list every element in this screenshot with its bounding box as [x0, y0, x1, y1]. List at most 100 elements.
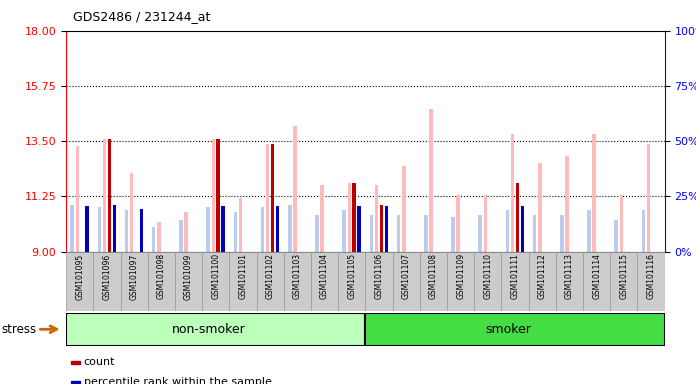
Bar	[239, 197, 242, 252]
Bar	[175, 252, 202, 311]
Bar	[393, 252, 420, 311]
Text: GSM101110: GSM101110	[483, 253, 492, 299]
Text: GSM101099: GSM101099	[184, 253, 193, 300]
Bar	[320, 185, 324, 252]
Text: non-smoker: non-smoker	[172, 323, 246, 336]
Bar	[70, 205, 74, 252]
Bar	[610, 252, 638, 311]
Text: GSM101108: GSM101108	[429, 253, 438, 299]
Text: GSM101095: GSM101095	[75, 253, 84, 300]
Bar	[288, 205, 292, 252]
Bar	[152, 227, 155, 252]
Text: GSM101111: GSM101111	[511, 253, 519, 299]
Bar	[457, 195, 460, 252]
Text: count: count	[84, 358, 115, 367]
Text: GSM101116: GSM101116	[647, 253, 656, 299]
Bar	[592, 134, 596, 252]
Bar	[202, 252, 230, 311]
Bar	[365, 252, 393, 311]
Bar	[484, 195, 487, 252]
Bar	[120, 252, 148, 311]
Bar	[424, 215, 427, 252]
Bar	[71, 361, 80, 364]
Bar	[184, 212, 188, 252]
Bar	[565, 156, 569, 252]
Text: GSM101096: GSM101096	[102, 253, 111, 300]
Bar	[148, 252, 175, 311]
Text: GSM101098: GSM101098	[157, 253, 166, 300]
Bar	[93, 252, 120, 311]
Bar	[66, 313, 365, 346]
Bar	[140, 209, 143, 252]
Bar	[638, 252, 665, 311]
Bar	[261, 207, 264, 252]
Bar	[647, 144, 650, 252]
Text: GSM101109: GSM101109	[456, 253, 465, 300]
Bar	[342, 210, 346, 252]
Bar	[266, 144, 269, 252]
Bar	[352, 183, 356, 252]
Bar	[516, 183, 519, 252]
Bar	[501, 252, 529, 311]
Bar	[429, 109, 433, 252]
Bar	[474, 252, 501, 311]
Bar	[212, 139, 215, 252]
Bar	[420, 252, 447, 311]
Text: GSM101114: GSM101114	[592, 253, 601, 299]
Bar	[374, 185, 379, 252]
Bar	[179, 220, 183, 252]
Text: GSM101112: GSM101112	[538, 253, 547, 299]
Bar	[130, 173, 134, 252]
Bar	[521, 206, 524, 252]
Text: GSM101102: GSM101102	[266, 253, 275, 299]
Text: GSM101105: GSM101105	[347, 253, 356, 300]
Bar	[257, 252, 284, 311]
Bar	[271, 144, 274, 252]
Bar	[97, 207, 101, 252]
Bar	[529, 252, 556, 311]
Bar	[86, 206, 89, 252]
Bar	[216, 139, 220, 252]
Bar	[311, 252, 338, 311]
Bar	[615, 220, 618, 252]
Bar	[207, 207, 210, 252]
Text: GSM101100: GSM101100	[212, 253, 220, 300]
Text: GDS2486 / 231244_at: GDS2486 / 231244_at	[73, 10, 210, 23]
Text: GSM101104: GSM101104	[320, 253, 329, 300]
Bar	[75, 146, 79, 252]
Bar	[347, 183, 351, 252]
Text: GSM101115: GSM101115	[619, 253, 628, 299]
Bar	[125, 210, 128, 252]
Bar	[560, 215, 564, 252]
Bar	[315, 215, 319, 252]
Bar	[556, 252, 583, 311]
Bar	[108, 139, 111, 252]
Text: GSM101106: GSM101106	[374, 253, 383, 300]
Bar	[447, 252, 474, 311]
Bar	[642, 210, 645, 252]
Text: smoker: smoker	[485, 323, 531, 336]
Bar	[506, 210, 509, 252]
Bar	[587, 210, 591, 252]
Bar	[402, 166, 406, 252]
Bar	[71, 381, 80, 383]
Bar	[538, 163, 541, 252]
Bar	[276, 206, 279, 252]
Bar	[583, 252, 610, 311]
Bar	[511, 134, 514, 252]
Bar	[478, 215, 482, 252]
Bar	[293, 126, 296, 252]
Bar	[619, 195, 623, 252]
Text: GSM101107: GSM101107	[402, 253, 411, 300]
Bar	[365, 313, 665, 346]
Bar	[385, 206, 388, 252]
Bar	[103, 139, 106, 252]
Bar	[380, 205, 383, 252]
Bar	[157, 222, 161, 252]
Bar	[370, 215, 373, 252]
Bar	[533, 215, 537, 252]
Bar	[284, 252, 311, 311]
Text: GSM101103: GSM101103	[293, 253, 302, 300]
Text: stress: stress	[1, 323, 36, 336]
Bar	[397, 215, 400, 252]
